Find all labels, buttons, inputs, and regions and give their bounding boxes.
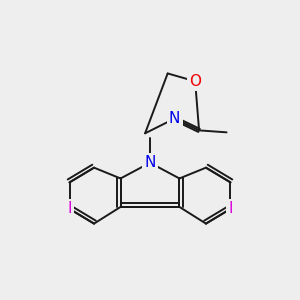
Text: N: N — [144, 155, 156, 170]
Text: O: O — [189, 74, 201, 89]
Text: N: N — [169, 111, 180, 126]
Text: I: I — [228, 201, 233, 216]
Text: I: I — [67, 201, 72, 216]
